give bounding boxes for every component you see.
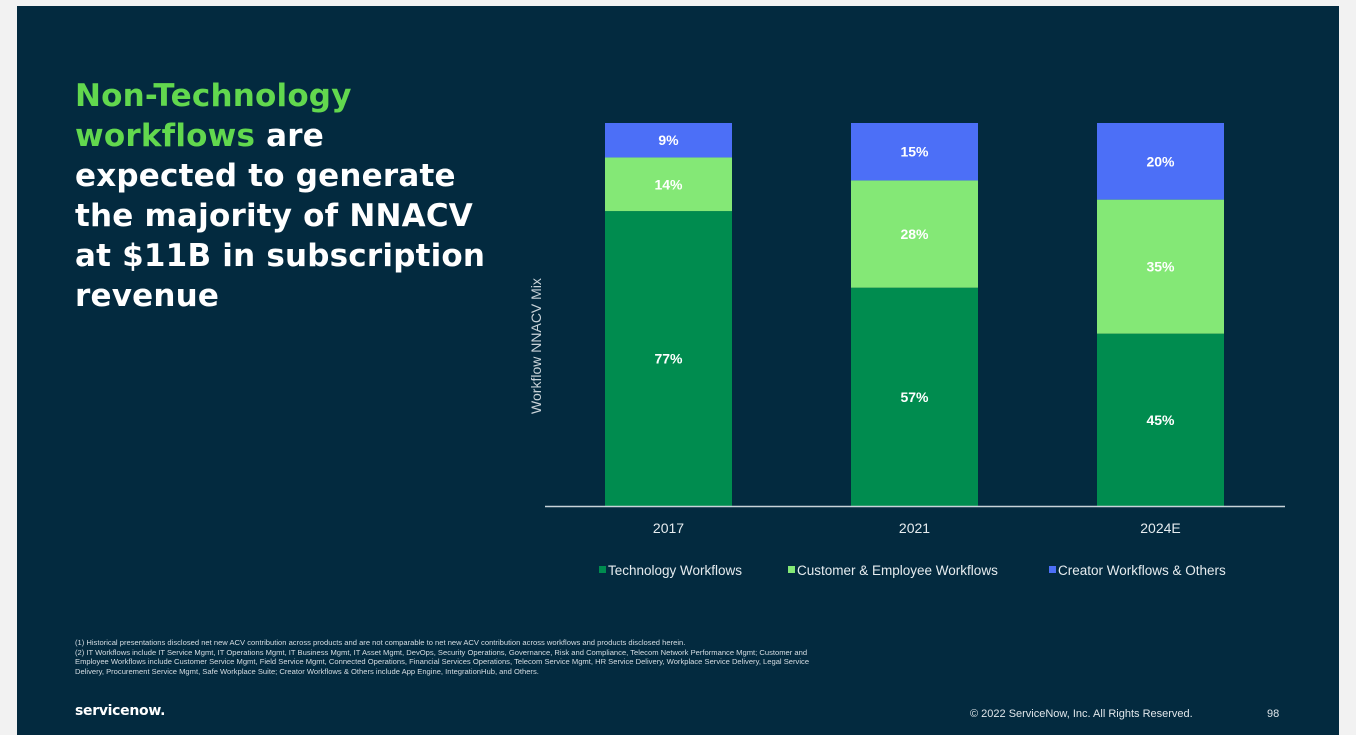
slide: Non-Technology workflows are expected to… xyxy=(17,6,1339,735)
x-tick-label: 2017 xyxy=(653,520,684,536)
nnacv-mix-chart: 77% 14% 9% 2017 57% 28% 15% 2021 45% 35% 20% 2024E W… xyxy=(528,123,1285,578)
bar-2017-series-3 xyxy=(605,123,732,158)
bar-2024e-series-1 xyxy=(1097,333,1224,506)
page-number: 98 xyxy=(1267,708,1280,720)
x-tick-label: 2024E xyxy=(1140,520,1180,536)
footnote-1: (1) Historical presentations disclosed n… xyxy=(75,638,686,647)
data-label: 35% xyxy=(1146,259,1175,275)
headline-rest: are expected to generate the majority of… xyxy=(75,118,486,314)
bar-2017-series-2 xyxy=(605,157,732,212)
data-label: 20% xyxy=(1146,153,1175,169)
bar-2017-series-1 xyxy=(605,211,732,506)
servicenow-logo: servicenow. xyxy=(75,703,166,719)
data-label: 57% xyxy=(900,389,929,405)
copyright: © 2022 ServiceNow, Inc. All Rights Reser… xyxy=(970,708,1193,720)
x-tick-label: 2021 xyxy=(899,520,930,536)
data-label: 45% xyxy=(1146,412,1175,428)
headline: Non-Technology workflows are expected to… xyxy=(75,76,495,316)
legend-swatch xyxy=(788,566,795,573)
data-label: 28% xyxy=(900,226,929,242)
legend-swatch xyxy=(1049,566,1056,573)
legend-swatch xyxy=(599,566,606,573)
data-label: 15% xyxy=(900,144,929,160)
bar-2024e-series-2 xyxy=(1097,199,1224,334)
footnotes: (1) Historical presentations disclosed n… xyxy=(75,638,835,676)
data-label: 77% xyxy=(654,351,683,367)
legend-item: Creator Workflows & Others xyxy=(1058,563,1226,578)
bar-2021-series-2 xyxy=(851,180,978,288)
headline-highlight: Non-Technology workflows xyxy=(75,78,352,154)
footnote-2: (2) IT Workflows include IT Service Mgmt… xyxy=(75,647,810,676)
legend-item: Technology Workflows xyxy=(608,563,742,578)
bar-2021-series-3 xyxy=(851,123,978,181)
legend-item: Customer & Employee Workflows xyxy=(797,563,998,578)
data-label: 14% xyxy=(654,176,683,192)
y-axis-label: Workflow NNACV Mix xyxy=(528,278,544,414)
bar-2021-series-1 xyxy=(851,287,978,506)
data-label: 9% xyxy=(658,132,679,148)
bar-2024e-series-3 xyxy=(1097,123,1224,200)
